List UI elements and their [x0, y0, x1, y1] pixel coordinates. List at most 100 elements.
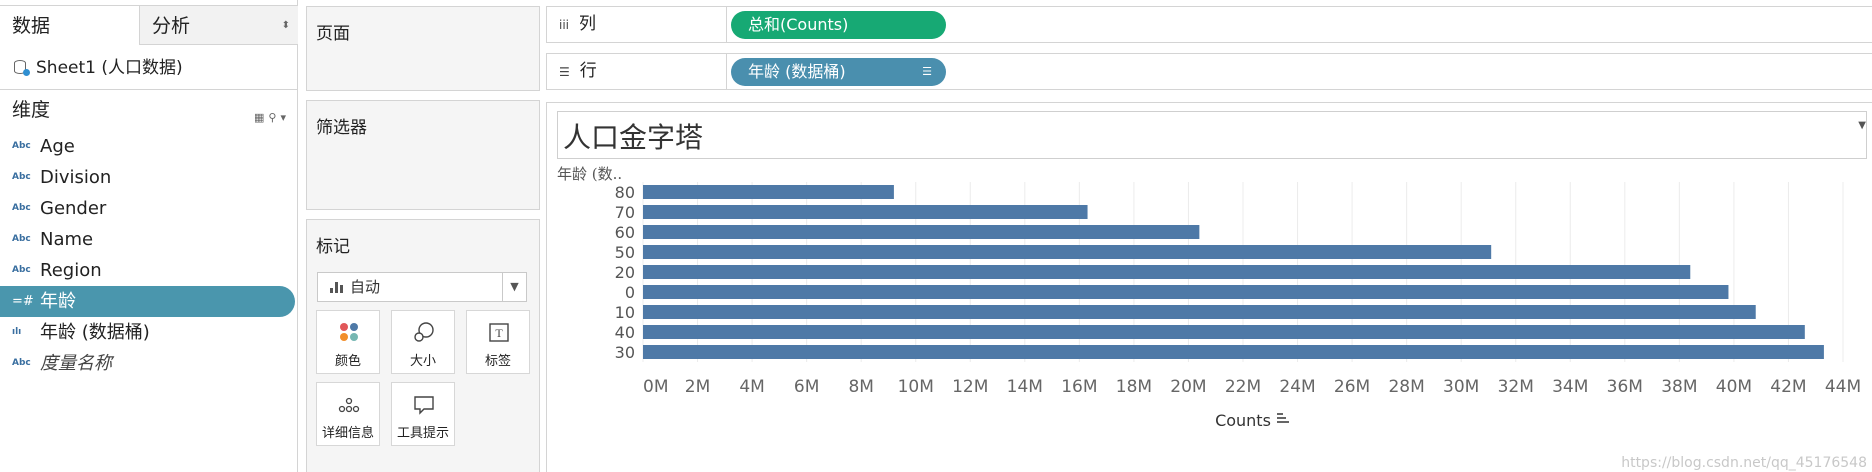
- bar: [643, 285, 1729, 299]
- bar: [643, 185, 894, 199]
- field-label: 年龄 (数据桶): [40, 322, 150, 343]
- detail-button[interactable]: 详细信息: [316, 382, 380, 446]
- size-button[interactable]: 大小: [391, 310, 455, 374]
- x-tick-label: 42M: [1770, 377, 1806, 397]
- bar: [643, 265, 1691, 279]
- rows-shelf-label: ☰ 行: [547, 54, 727, 89]
- marks-card: 标记 自动 ▼ 颜色 大小: [306, 219, 540, 472]
- dimensions-title: 维度: [12, 99, 51, 121]
- x-tick-label: 12M: [952, 377, 988, 397]
- string-type-icon: Abc: [12, 203, 31, 213]
- chevron-down-icon[interactable]: ▼: [502, 273, 526, 301]
- category-label: 50: [615, 243, 635, 262]
- filters-title: 筛选器: [316, 118, 367, 138]
- title-menu-icon[interactable]: ▼: [1858, 120, 1866, 131]
- field-age-numeric[interactable]: =# 年龄: [0, 286, 295, 317]
- columns-icon: iii: [559, 18, 570, 32]
- string-type-icon: Abc: [12, 234, 31, 244]
- mark-type-value: 自动: [350, 278, 381, 296]
- rows-label: 行: [579, 61, 597, 81]
- data-pane: 数据 分析 ⬍ Sheet1 (人口数据) 维度 ▦⚲▾ Abc Age Abc…: [0, 0, 298, 472]
- x-tick-label: 34M: [1552, 377, 1588, 397]
- color-button[interactable]: 颜色: [316, 310, 380, 374]
- size-icon: [414, 322, 434, 342]
- filters-card[interactable]: 筛选器: [306, 100, 540, 210]
- string-type-icon: Abc: [12, 172, 31, 182]
- field-name[interactable]: Abc Name: [0, 224, 298, 255]
- view-area: 人口金字塔 ▼ 年龄 (数.. 80 70 60 50 20 0 10 40 30 0M 2M 4M 6M…: [546, 102, 1872, 472]
- data-source-label: Sheet1 (人口数据): [36, 58, 183, 78]
- columns-shelf-label: iii 列: [547, 7, 727, 42]
- columns-pill-sum-counts[interactable]: 总和(Counts): [731, 11, 946, 39]
- field-label: Gender: [40, 198, 107, 219]
- field-label: 年龄: [40, 291, 76, 312]
- row-header-label: 年龄 (数..: [557, 165, 622, 183]
- columns-pill-label: 总和(Counts): [748, 15, 849, 34]
- x-tick-label: 36M: [1607, 377, 1643, 397]
- x-tick-label: 10M: [898, 377, 934, 397]
- field-division[interactable]: Abc Division: [0, 162, 298, 193]
- x-tick-label: 20M: [1170, 377, 1206, 397]
- field-region[interactable]: Abc Region: [0, 255, 298, 286]
- bar: [643, 205, 1088, 219]
- string-type-icon: Abc: [12, 141, 31, 151]
- x-tick-label: 2M: [685, 377, 710, 397]
- category-label: 10: [615, 303, 635, 322]
- axis-sort-icon: [1277, 413, 1289, 423]
- field-list: Abc Age Abc Division Abc Gender Abc Name…: [0, 131, 298, 379]
- data-source[interactable]: Sheet1 (人口数据): [0, 50, 298, 90]
- field-age-bins[interactable]: ılı 年龄 (数据桶): [0, 317, 298, 348]
- dropdown-icon[interactable]: ▾: [280, 111, 290, 124]
- bin-type-icon: ılı: [12, 327, 22, 337]
- detail-label: 详细信息: [321, 426, 374, 441]
- worksheet-title-box[interactable]: 人口金字塔 ▼: [557, 111, 1867, 159]
- svg-text:T: T: [495, 326, 503, 340]
- rows-shelf[interactable]: ☰ 行 年龄 (数据桶) ☰: [546, 53, 1872, 90]
- mark-type-select[interactable]: 自动 ▼: [317, 272, 527, 302]
- bar-chart-icon: [330, 282, 344, 293]
- tab-analysis-label: 分析: [152, 15, 191, 37]
- search-icon[interactable]: ⚲: [268, 111, 281, 124]
- bar: [643, 225, 1200, 239]
- x-tick-label: 22M: [1225, 377, 1261, 397]
- x-tick-label: 26M: [1334, 377, 1370, 397]
- rows-pill-age-bins[interactable]: 年龄 (数据桶) ☰: [731, 58, 946, 86]
- rows-icon: ☰: [559, 65, 570, 79]
- sort-caret-icon[interactable]: ⬍: [281, 20, 290, 31]
- string-type-icon: Abc: [12, 265, 31, 275]
- field-age[interactable]: Abc Age: [0, 131, 298, 162]
- tab-data[interactable]: 数据: [0, 5, 140, 45]
- tooltip-label: 工具提示: [396, 426, 449, 441]
- label-button[interactable]: T 标签: [466, 310, 530, 374]
- tab-analysis[interactable]: 分析 ⬍: [140, 5, 298, 45]
- tooltip-button[interactable]: 工具提示: [391, 382, 455, 446]
- view-toggle-icon[interactable]: ▦: [254, 111, 269, 124]
- field-label: Region: [40, 260, 102, 281]
- bar: [643, 245, 1492, 259]
- color-icon: [340, 323, 358, 341]
- pages-card[interactable]: 页面: [306, 6, 540, 91]
- cards-column: 页面 筛选器 标记 自动 ▼ 颜色: [306, 0, 540, 472]
- sort-icon: ☰: [922, 65, 932, 78]
- dimensions-header: 维度 ▦⚲▾: [0, 95, 298, 125]
- x-tick-label: 4M: [739, 377, 764, 397]
- columns-shelf[interactable]: iii 列 总和(Counts): [546, 6, 1872, 43]
- category-label: 60: [615, 223, 635, 242]
- x-tick-label: 14M: [1007, 377, 1043, 397]
- x-tick-label: 0M: [643, 377, 668, 397]
- field-gender[interactable]: Abc Gender: [0, 193, 298, 224]
- x-tick-label: 30M: [1443, 377, 1479, 397]
- worksheet-title: 人口金字塔: [563, 121, 704, 154]
- text-label-icon: T: [489, 323, 509, 342]
- marks-title: 标记: [316, 237, 350, 257]
- tooltip-icon: [414, 396, 434, 415]
- bar: [643, 305, 1756, 319]
- bar: [643, 345, 1824, 359]
- database-icon: [14, 60, 30, 76]
- field-measure-names[interactable]: Abc 度量名称: [0, 348, 298, 379]
- field-label: Division: [40, 167, 112, 188]
- category-label: 70: [615, 203, 635, 222]
- x-tick-label: 8M: [848, 377, 873, 397]
